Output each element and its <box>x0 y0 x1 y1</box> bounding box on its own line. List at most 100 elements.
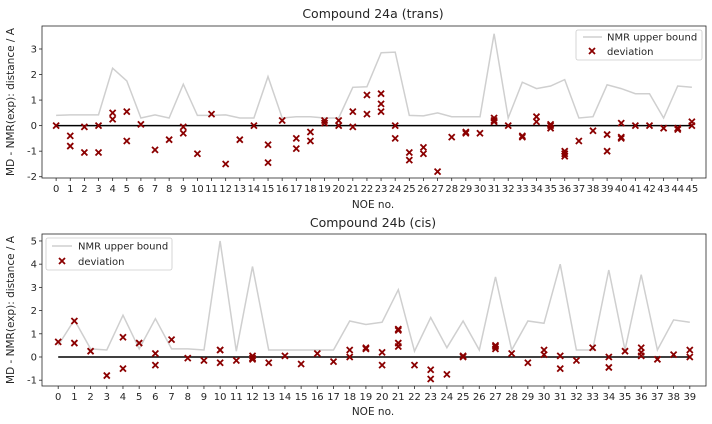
x-tick-label: 21 <box>346 184 359 195</box>
deviation-point <box>419 143 428 151</box>
x-tick-label: 17 <box>290 184 303 195</box>
x-tick-label: 2 <box>87 392 93 403</box>
deviation-point <box>216 346 224 354</box>
deviation-point <box>320 116 329 125</box>
y-tick-label: -1 <box>27 147 37 158</box>
x-tick-label: 30 <box>538 392 551 403</box>
x-tick-label: 4 <box>120 392 126 403</box>
deviation-point <box>281 352 289 360</box>
x-tick-label: 20 <box>332 184 345 195</box>
deviation-point <box>561 150 569 158</box>
deviation-point <box>151 361 160 369</box>
deviation-point <box>265 359 273 367</box>
x-tick-label: 14 <box>248 184 261 195</box>
deviation-point <box>119 364 127 373</box>
deviation-point <box>645 121 654 130</box>
deviation-point <box>377 100 385 108</box>
y-tick-label: 1 <box>31 329 37 340</box>
x-tick-label: 11 <box>230 392 243 403</box>
deviation-point <box>674 124 682 132</box>
deviation-point <box>575 137 583 145</box>
x-tick-label: 33 <box>586 392 599 403</box>
deviation-point <box>109 109 117 117</box>
chart-title: Compound 24a (trans) <box>302 6 443 21</box>
chart-panel-cis: Compound 24b (cis) MD - NMR(exp): distan… <box>5 215 707 418</box>
deviation-point <box>603 130 611 139</box>
legend: NMR upper bound deviation <box>575 29 703 61</box>
x-tick-label: 25 <box>403 184 416 195</box>
deviation-point <box>346 346 354 354</box>
x-tick-label: 39 <box>601 184 614 195</box>
deviation-point <box>674 125 682 134</box>
deviation-point <box>123 107 131 116</box>
x-tick-label: 9 <box>201 392 207 403</box>
deviation-point <box>546 121 555 130</box>
legend: NMR upper bound deviation <box>45 237 173 271</box>
x-tick-label: 6 <box>152 392 158 403</box>
deviation-point <box>292 144 300 153</box>
x-tick-label: 24 <box>389 184 402 195</box>
x-tick-label: 15 <box>295 392 308 403</box>
chart-title: Compound 24b (cis) <box>310 215 436 230</box>
deviation-point <box>165 136 173 144</box>
y-axis-label: MD - NMR(exp): distance / A <box>5 27 17 176</box>
x-tick-label: 37 <box>572 184 585 195</box>
x-tick-label: 39 <box>683 392 696 403</box>
deviation-point <box>313 349 321 358</box>
deviation-point <box>518 133 526 141</box>
deviation-point <box>419 150 428 158</box>
deviation-point <box>362 345 370 353</box>
deviation-point <box>669 351 678 359</box>
x-tick-label: 27 <box>489 392 502 403</box>
x-tick-label: 8 <box>166 184 172 195</box>
deviation-point <box>589 127 597 135</box>
x-tick-label: 8 <box>185 392 191 403</box>
deviation-point <box>363 110 371 118</box>
deviation-point <box>193 150 202 158</box>
x-tick-label: 14 <box>279 392 292 403</box>
deviation-point <box>532 118 541 126</box>
deviation-point <box>292 134 300 143</box>
deviation-point <box>637 352 645 360</box>
x-tick-label: 22 <box>361 184 374 195</box>
deviation-point <box>264 159 272 167</box>
x-tick-label: 18 <box>343 392 356 403</box>
y-tick-label: 3 <box>31 44 37 55</box>
deviation-point <box>80 148 89 157</box>
deviation-point <box>306 137 315 145</box>
x-tick-label: 34 <box>602 392 615 403</box>
y-ticks: -1 0 1 2 3 4 5 <box>27 236 42 387</box>
y-tick-label: 4 <box>31 260 37 271</box>
legend-entry-upper-bound: NMR upper bound <box>607 33 697 44</box>
x-tick-label: 13 <box>262 392 275 403</box>
deviation-points-layer <box>52 90 696 176</box>
deviation-point <box>394 326 402 334</box>
x-tick-label: 3 <box>104 392 110 403</box>
x-tick-label: 22 <box>408 392 421 403</box>
deviation-point <box>250 121 258 130</box>
deviation-point <box>491 342 500 351</box>
x-tick-label: 27 <box>431 184 444 195</box>
legend-box <box>575 29 703 61</box>
upper-bound-line-layer <box>57 240 690 354</box>
deviation-point <box>94 148 103 157</box>
x-tick-label: 23 <box>424 392 437 403</box>
x-tick-label: 37 <box>651 392 664 403</box>
deviation-point <box>216 359 224 367</box>
x-tick-label: 36 <box>558 184 571 195</box>
deviation-point <box>448 133 456 141</box>
deviation-point <box>688 121 696 130</box>
x-tick-label: 24 <box>441 392 454 403</box>
x-tick-label: 13 <box>233 184 246 195</box>
x-tick-label: 0 <box>55 392 61 403</box>
x-tick-label: 21 <box>392 392 405 403</box>
deviation-point <box>603 147 611 155</box>
x-tick-label: 41 <box>629 184 642 195</box>
deviation-point <box>222 160 230 168</box>
deviation-point <box>556 364 564 373</box>
x-tick-label: 42 <box>643 184 656 195</box>
chart-panel-trans: Compound 24a (trans) MD - NMR(exp): dist… <box>5 6 707 211</box>
x-tick-label: 23 <box>375 184 388 195</box>
x-tick-label: 38 <box>587 184 600 195</box>
x-tick-label: 1 <box>67 184 73 195</box>
